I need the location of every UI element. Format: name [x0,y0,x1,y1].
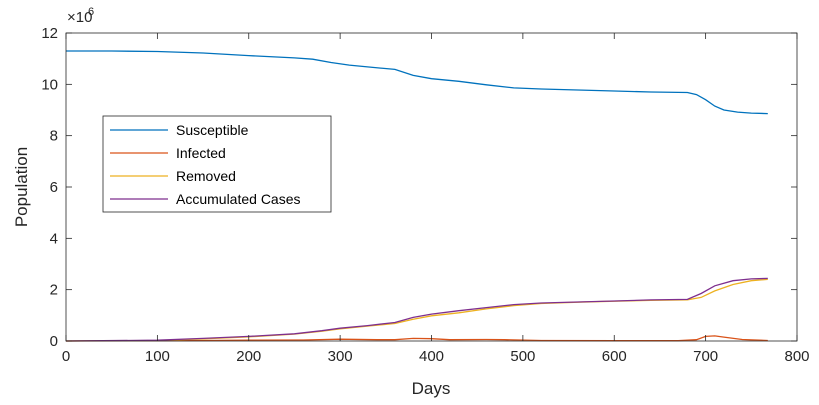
legend-label: Accumulated Cases [176,191,301,207]
legend: Susceptible Infected Removed Accumulated Ca… [102,115,332,213]
y-axis-title: Population [12,147,31,227]
y-tick-label: 8 [50,128,58,145]
y-tick-label: 12 [41,25,58,42]
series-line-infected [65,335,768,342]
x-axis-ticks: 0 100 200 300 400 500 600 700 800 [62,33,810,365]
y-tick-label: 4 [50,230,58,247]
x-tick-label: 200 [236,348,261,365]
y-multiplier-exponent: 6 [88,6,94,18]
legend-label: Susceptible [176,122,249,138]
legend-label: Removed [176,168,236,184]
y-tick-label: 10 [41,76,58,93]
legend-label: Infected [176,145,226,161]
x-tick-label: 600 [602,348,627,365]
x-tick-label: 800 [784,348,809,365]
x-tick-label: 400 [419,348,444,365]
series-layer [65,50,768,342]
series-line-accumulated-cases [65,277,768,342]
legend-items: Susceptible Infected Removed Accumulated Ca… [110,122,301,207]
legend-box [102,115,332,213]
x-tick-label: 500 [510,348,535,365]
x-tick-label: 0 [62,348,70,365]
y-multiplier-label: ×10 [67,9,92,26]
series-line-susceptible [66,50,768,115]
y-tick-label: 6 [50,179,58,196]
y-tick-label: 0 [50,333,58,350]
y-axis-ticks: 0 2 4 6 8 10 12 [41,25,797,350]
x-tick-label: 300 [328,348,353,365]
x-tick-label: 100 [145,348,170,365]
y-tick-label: 2 [50,282,58,299]
x-axis-title: Days [412,379,451,398]
x-tick-label: 700 [693,348,718,365]
